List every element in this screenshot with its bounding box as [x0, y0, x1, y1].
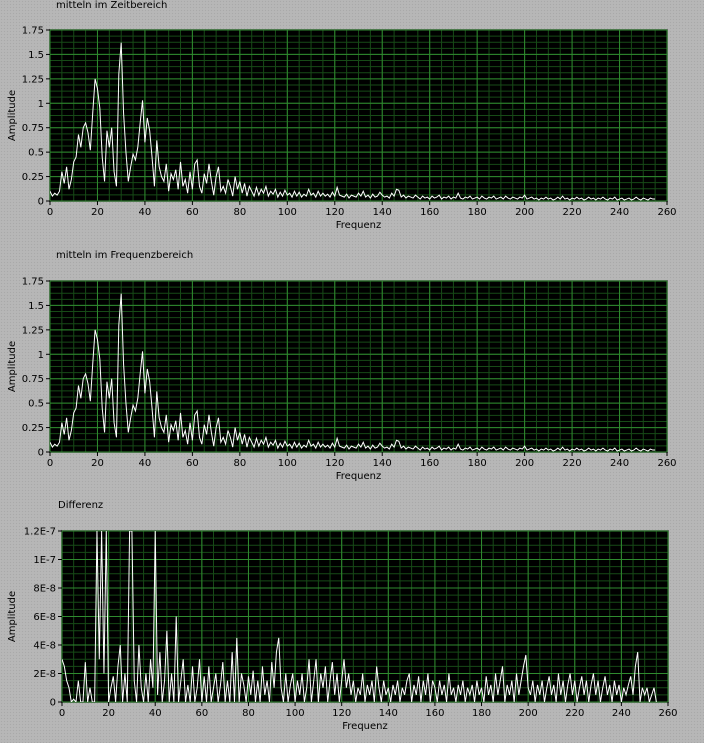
y-tick-label: 0.75	[22, 123, 44, 134]
x-tick-label: 140	[373, 458, 392, 469]
x-tick-label: 20	[91, 458, 104, 469]
x-tick-label: 260	[657, 458, 676, 469]
x-tick-label: 100	[278, 207, 297, 218]
x-tick-label: 120	[325, 207, 344, 218]
x-tick-label: 240	[610, 458, 629, 469]
chart-title: Differenz	[58, 500, 104, 511]
x-tick-label: 220	[563, 458, 582, 469]
y-tick-label: 0.5	[28, 148, 44, 159]
chart-title: mitteln im Frequenzbereich	[56, 250, 194, 261]
x-tick-label: 220	[563, 207, 582, 218]
y-tick-label: 0.25	[22, 172, 44, 183]
x-tick-label: 180	[468, 207, 487, 218]
x-tick-label: 20	[91, 207, 104, 218]
x-tick-label: 0	[59, 708, 65, 719]
x-tick-label: 160	[425, 708, 444, 719]
y-tick-label: 4E-8	[33, 641, 56, 652]
x-tick-label: 160	[420, 207, 439, 218]
x-tick-label: 40	[149, 708, 162, 719]
x-tick-label: 120	[332, 708, 351, 719]
x-tick-label: 240	[610, 207, 629, 218]
y-tick-label: 0.75	[22, 374, 44, 385]
x-tick-label: 260	[657, 207, 676, 218]
y-tick-label: 1E-7	[33, 555, 56, 566]
x-tick-label: 60	[186, 207, 199, 218]
y-tick-label: 0	[50, 698, 56, 709]
x-tick-label: 80	[233, 207, 246, 218]
y-tick-label: 0	[38, 448, 44, 459]
x-tick-label: 140	[373, 207, 392, 218]
y-axis-label: Amplitude	[7, 90, 18, 141]
x-tick-label: 140	[379, 708, 398, 719]
x-tick-label: 220	[565, 708, 584, 719]
x-tick-label: 180	[472, 708, 491, 719]
y-tick-label: 1.5	[28, 50, 44, 61]
series-line	[50, 42, 656, 201]
x-tick-label: 80	[242, 708, 255, 719]
y-axis-label: Amplitude	[7, 591, 18, 642]
y-tick-label: 6E-8	[33, 612, 56, 623]
x-axis-label: Frequenz	[342, 721, 388, 732]
x-tick-label: 240	[612, 708, 631, 719]
y-tick-label: 0.5	[28, 399, 44, 410]
series-line	[62, 531, 657, 702]
x-tick-label: 200	[515, 458, 534, 469]
x-tick-label: 60	[186, 458, 199, 469]
y-axis-label: Amplitude	[7, 341, 18, 392]
x-tick-label: 180	[468, 458, 487, 469]
x-tick-label: 80	[233, 458, 246, 469]
x-tick-label: 200	[519, 708, 538, 719]
x-tick-label: 40	[139, 458, 152, 469]
x-tick-label: 0	[47, 458, 53, 469]
y-tick-label: 1.25	[22, 325, 44, 336]
x-axis-label: Frequenz	[336, 220, 382, 231]
x-tick-label: 120	[325, 458, 344, 469]
x-axis-label: Frequenz	[336, 471, 382, 482]
y-tick-label: 1	[38, 350, 44, 361]
series-line	[50, 293, 656, 452]
x-tick-label: 40	[139, 207, 152, 218]
y-tick-label: 0.25	[22, 423, 44, 434]
y-tick-label: 1.75	[22, 277, 44, 288]
y-tick-label: 1.75	[22, 26, 44, 37]
y-tick-label: 2E-8	[33, 669, 56, 680]
chart-title: mitteln im Zeitbereich	[56, 0, 168, 11]
y-tick-label: 0	[38, 197, 44, 208]
y-tick-label: 8E-8	[33, 584, 56, 595]
x-tick-label: 260	[658, 708, 677, 719]
x-tick-label: 200	[515, 207, 534, 218]
y-tick-label: 1.25	[22, 74, 44, 85]
y-tick-label: 1	[38, 99, 44, 110]
x-tick-label: 20	[102, 708, 115, 719]
x-tick-label: 160	[420, 458, 439, 469]
y-tick-label: 1.5	[28, 301, 44, 312]
x-tick-label: 0	[47, 207, 53, 218]
y-tick-label: 1.2E-7	[24, 527, 56, 538]
x-tick-label: 100	[286, 708, 305, 719]
x-tick-label: 100	[278, 458, 297, 469]
x-tick-label: 60	[195, 708, 208, 719]
